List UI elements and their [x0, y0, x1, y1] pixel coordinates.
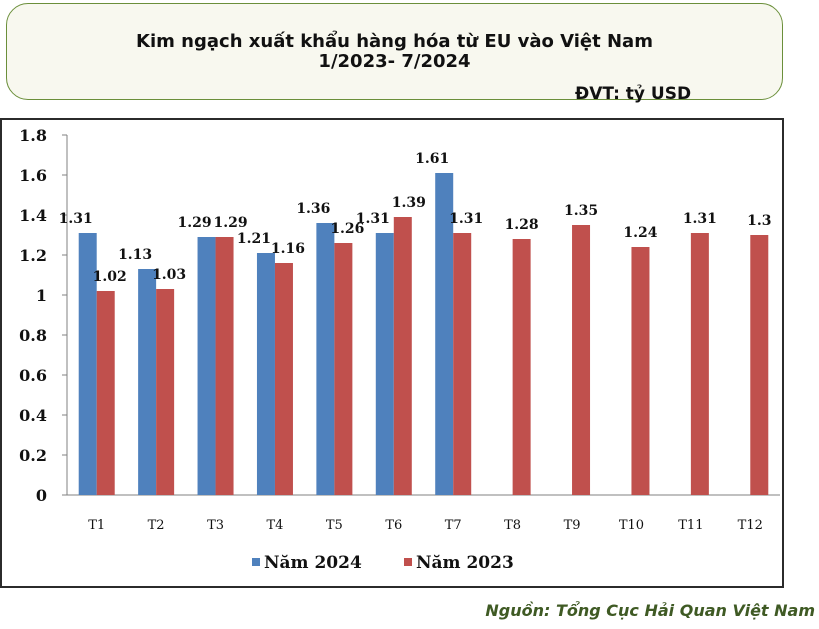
bar-2024	[197, 237, 216, 495]
y-tick-label: 1.8	[19, 126, 47, 145]
y-tick-label: 0.6	[19, 366, 47, 385]
data-label: 1.61	[415, 151, 449, 167]
bar-2023	[690, 233, 709, 495]
data-label: 1.29	[177, 215, 211, 231]
bar-2023	[215, 237, 234, 495]
x-tick-label: T10	[619, 518, 644, 533]
chart-frame: 0 0.2 0.4 0.6 0.8 1 1.2 1.4 1.6 1.8 T1 T2 T3 T4 T5 T6 T7…	[0, 118, 784, 588]
x-tick-label: T8	[504, 518, 521, 533]
y-tick-label: 1.4	[19, 206, 47, 225]
data-label: 1.36	[296, 201, 330, 217]
bar-2023	[572, 225, 591, 495]
data-label: 1.02	[93, 269, 127, 285]
y-tick-label: 0.2	[19, 446, 47, 465]
data-label: 1.21	[237, 231, 271, 247]
data-label: 1.03	[152, 267, 186, 283]
bar-2024	[138, 269, 157, 495]
x-tick-label: T9	[564, 518, 581, 533]
x-tick-label: T6	[385, 518, 402, 533]
bar-2023	[750, 235, 769, 495]
bar-2023	[274, 263, 293, 495]
x-tick-label: T5	[326, 518, 343, 533]
unit-label: ĐVT: tỷ USD	[575, 84, 692, 104]
data-label: 1.3	[747, 213, 771, 229]
bar-2024	[435, 173, 454, 495]
data-label: 1.26	[330, 221, 364, 237]
x-tick-label: T7	[445, 518, 462, 533]
source-note: Nguồn: Tổng Cục Hải Quan Việt Nam	[485, 601, 815, 620]
legend-label: Năm 2024	[264, 553, 362, 573]
bar-2024	[375, 233, 394, 495]
data-label: 1.31	[59, 211, 93, 227]
data-label: 1.31	[449, 211, 483, 227]
chart-title: Kim ngạch xuất khẩu hàng hóa từ EU vào V…	[136, 31, 653, 52]
bar-2024	[78, 233, 97, 495]
x-tick-label: T3	[207, 518, 224, 533]
bar-2023	[334, 243, 353, 495]
bar-2024	[316, 223, 335, 495]
bar-2023	[631, 247, 650, 495]
bar-2023	[453, 233, 472, 495]
data-label: 1.35	[564, 203, 598, 219]
data-label: 1.31	[683, 211, 717, 227]
y-tick-label: 1.2	[19, 246, 47, 265]
legend-label: Năm 2023	[416, 553, 514, 573]
x-tick-label: T4	[266, 518, 283, 533]
x-tick-label: T2	[148, 518, 165, 533]
chart-subtitle: 1/2023- 7/2024	[318, 51, 471, 72]
y-tick-label: 0.4	[19, 406, 47, 425]
y-tick-label: 0	[36, 486, 47, 505]
y-tick-label: 1.6	[19, 166, 47, 185]
title-box: Kim ngạch xuất khẩu hàng hóa từ EU vào V…	[6, 3, 783, 104]
data-label: 1.29	[213, 215, 247, 231]
x-tick-label: T11	[678, 518, 703, 533]
y-tick-label: 1	[36, 286, 47, 305]
bar-2024	[256, 253, 275, 495]
bar-2023	[512, 239, 531, 495]
x-tick-label: T1	[88, 518, 105, 533]
data-label: 1.16	[271, 241, 305, 257]
data-label: 1.24	[623, 225, 657, 241]
x-tick-label: T12	[738, 518, 763, 533]
legend-swatch-2024	[252, 558, 260, 566]
y-tick-label: 0.8	[19, 326, 47, 345]
data-label: 1.13	[118, 247, 152, 263]
data-label: 1.31	[356, 211, 390, 227]
bar-2023	[156, 289, 175, 495]
data-label: 1.28	[505, 217, 539, 233]
bar-chart: 0 0.2 0.4 0.6 0.8 1 1.2 1.4 1.6 1.8 T1 T2 T3 T4 T5 T6 T7…	[19, 126, 780, 573]
bar-2023	[96, 291, 115, 495]
bar-2023	[393, 217, 412, 495]
legend-swatch-2023	[404, 558, 412, 566]
data-label: 1.39	[392, 195, 426, 211]
